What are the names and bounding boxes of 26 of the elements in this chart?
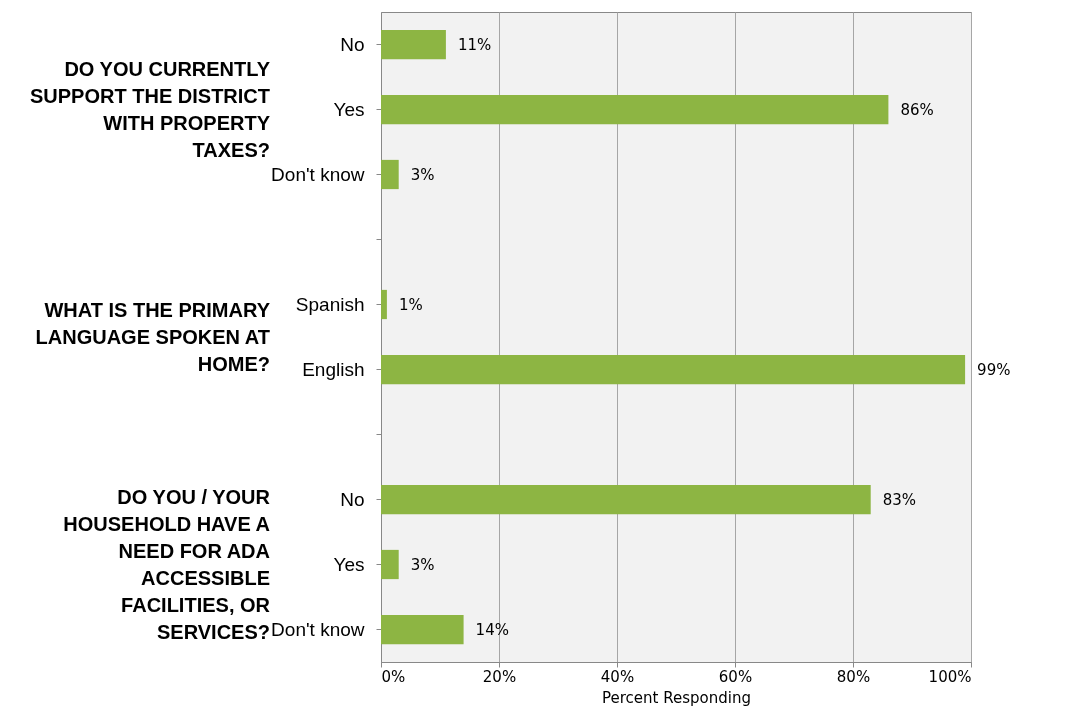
text: DO YOU / YOUR HOUSEHOLD HAVE A NEED FOR ADA ACCESSIBLE FACILITIES, OR SERVICES? [62, 484, 270, 645]
data-label: 14% [475, 620, 509, 639]
y-tick-label: No [340, 33, 365, 55]
data-label: 11% [457, 35, 492, 54]
y-tick-label: Spanish [295, 293, 365, 315]
x-tick-label: 20% [482, 667, 517, 686]
data-label: 99% [977, 360, 1011, 379]
text: WHAT IS THE PRIMARY LANGUAGE SPOKEN AT HOME? [34, 297, 270, 377]
y-tick-label: Yes [333, 98, 365, 120]
y-tick-label: Don't know [271, 163, 365, 185]
x-tick-label: 40% [600, 667, 635, 686]
x-tick-label: 0% [381, 667, 406, 686]
x-tick-label: 60% [718, 667, 753, 686]
data-label: 1% [398, 295, 423, 314]
text: DO YOU CURRENTLY SUPPORT THE DISTRICT WITH PROPERTY TAXES? [30, 56, 271, 163]
x-tick-label: 100% [928, 667, 972, 686]
y-tick-label: No [340, 488, 365, 510]
data-label: 86% [900, 100, 934, 119]
x-tick-label: 80% [836, 667, 871, 686]
y-tick-label: Yes [333, 553, 365, 575]
data-label: 3% [410, 165, 435, 184]
y-tick-label: Don't know [271, 618, 365, 640]
data-label: 83% [882, 490, 917, 509]
x-axis-title: Percent Responding [602, 688, 751, 707]
y-tick-label: English [302, 358, 365, 380]
data-label: 3% [410, 555, 435, 574]
